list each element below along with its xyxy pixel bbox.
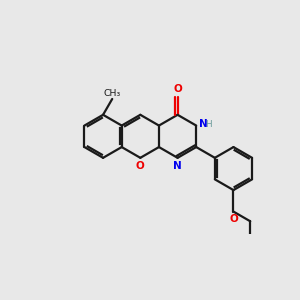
Text: O: O xyxy=(229,214,238,224)
Text: O: O xyxy=(136,160,145,171)
Text: N: N xyxy=(173,160,182,171)
Text: O: O xyxy=(173,84,182,94)
Text: N: N xyxy=(199,119,207,129)
Text: H: H xyxy=(205,120,211,129)
Text: CH₃: CH₃ xyxy=(103,89,120,98)
